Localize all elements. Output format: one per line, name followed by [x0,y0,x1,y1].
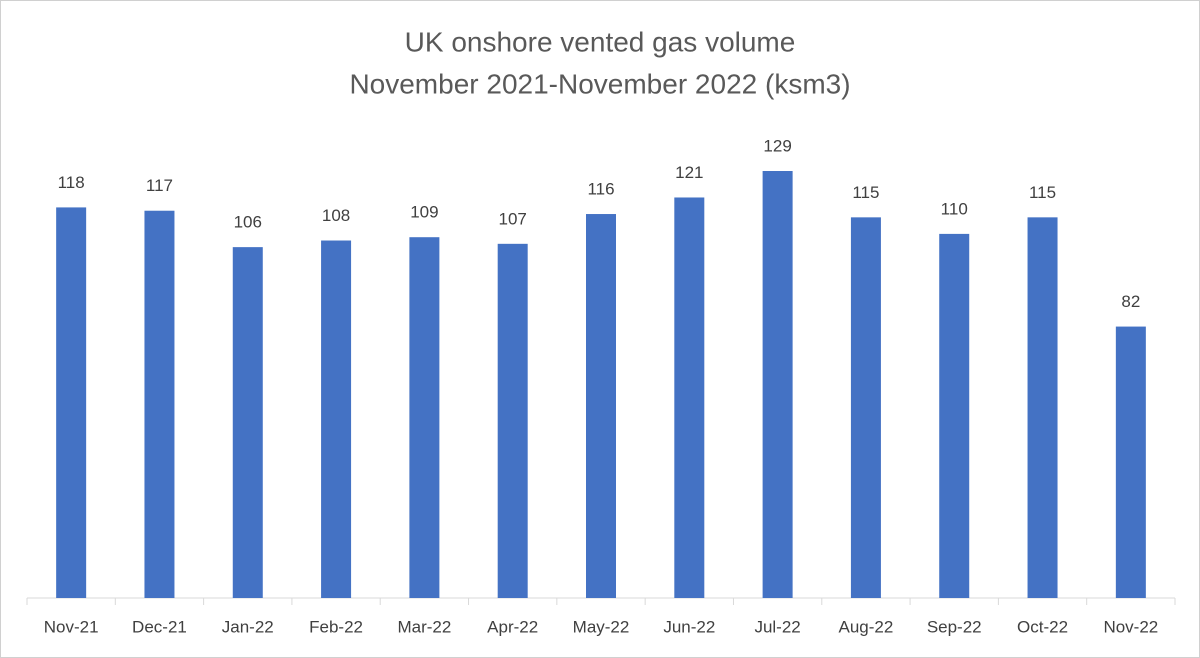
bar [232,247,263,599]
bar [1027,217,1058,599]
data-label: 116 [587,180,614,199]
data-label: 110 [941,199,968,218]
bar [939,233,970,598]
x-tick-label: May-22 [573,617,630,636]
data-label: 129 [763,136,791,155]
data-label: 82 [1121,292,1140,311]
x-tick-label: Jan-22 [222,617,274,636]
x-tick-label: Jun-22 [663,617,715,636]
bar [409,237,440,599]
chart-title: UK onshore vented gas volume [405,26,796,57]
data-label: 108 [322,206,350,225]
x-tick-label: Feb-22 [309,617,363,636]
x-tick-label: Mar-22 [397,617,451,636]
bar [144,210,175,598]
x-tick-label: Apr-22 [487,617,538,636]
bar [850,217,881,599]
data-label: 109 [410,203,438,222]
x-tick-label: Sep-22 [927,617,982,636]
data-label: 106 [234,213,262,232]
bar [586,214,616,598]
bar [1115,326,1146,598]
data-label: 107 [499,209,527,228]
x-tick-label: Nov-21 [44,617,99,636]
x-tick-label: Jul-22 [754,617,800,636]
bar [762,171,793,598]
bar [321,240,352,598]
x-tick-label: Dec-21 [132,617,187,636]
data-label: 117 [146,176,173,195]
x-tick-label: Oct-22 [1017,617,1068,636]
x-tick-label: Aug-22 [839,617,894,636]
bar [674,197,705,598]
x-tick-label: Nov-22 [1103,617,1158,636]
bar [56,207,87,598]
data-label: 115 [1029,183,1056,202]
data-label: 115 [852,183,879,202]
data-label: 118 [58,173,85,192]
bar [497,243,528,598]
chart-title: November 2021-November 2022 (ksm3) [349,68,850,99]
data-label: 121 [675,163,703,182]
